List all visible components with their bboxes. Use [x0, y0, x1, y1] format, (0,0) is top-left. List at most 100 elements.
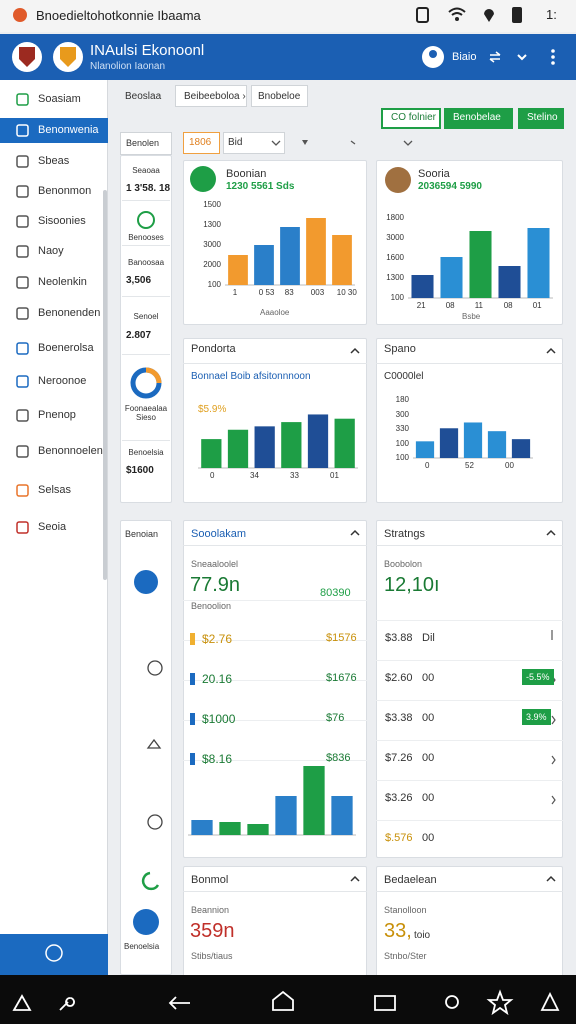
action-button[interactable]: [381, 108, 441, 129]
status-bar: [0, 0, 576, 32]
card: [376, 338, 563, 503]
sidebar-item[interactable]: Neroonoe: [38, 375, 87, 387]
row-value: 20.16: [202, 672, 233, 686]
sidebar-item[interactable]: Benonmon: [38, 185, 92, 197]
card-header-divider: [376, 363, 563, 364]
sidebar-footer[interactable]: [0, 934, 108, 975]
row-value: $1676: [326, 672, 357, 684]
tab[interactable]: Bnobeloe: [258, 91, 301, 102]
chart-footer: Aaaoloe: [260, 308, 290, 317]
x-tick-label: 1: [232, 288, 238, 297]
card-caption: Stnbo/Ster: [384, 951, 427, 961]
sidebar-item[interactable]: Benonwenia: [38, 124, 99, 136]
y-tick-label: 2000: [203, 260, 221, 269]
kpi-title: Benoian: [125, 529, 159, 539]
app-title: INAulsi Ekonoonl: [90, 42, 205, 59]
card-header-divider: [183, 545, 367, 546]
button-label[interactable]: Stelino: [527, 112, 558, 123]
tab[interactable]: Beibeeboloa ›: [184, 91, 246, 102]
kpi-label: Seaoaa: [132, 166, 160, 175]
filter-year[interactable]: 1806: [189, 137, 212, 148]
row-value: 00: [422, 712, 435, 724]
card-caption: Benoolion: [191, 601, 232, 611]
card: [183, 520, 367, 858]
x-tick-label: 01: [532, 301, 542, 310]
sidebar-item[interactable]: Seoia: [38, 521, 67, 533]
kpi-value: 1 3'58. 18: [126, 183, 171, 194]
user-name[interactable]: Biaio: [452, 51, 477, 63]
kpi-value: 2.807: [126, 330, 152, 341]
sidebar-item[interactable]: Sisoonies: [38, 215, 86, 227]
arrow-icon: [403, 140, 413, 146]
row-divider: [376, 820, 563, 821]
row-divider: [376, 660, 563, 661]
card-title: Stratngs: [384, 528, 425, 540]
year-select[interactable]: [183, 132, 220, 154]
card-label: Boobolon: [384, 559, 423, 569]
row-value: $3.38: [385, 712, 413, 724]
y-tick-label: 330: [395, 424, 409, 433]
row-value: $2.60: [385, 672, 413, 684]
sidebar-item[interactable]: Selsas: [38, 484, 72, 496]
status-title: Bnoedieltohotkonnie Ibaama: [36, 8, 201, 23]
x-tick-label: 10 30: [336, 288, 357, 297]
sidebar-item[interactable]: Benonenden: [38, 307, 101, 319]
tab[interactable]: Beoslaa: [125, 91, 162, 102]
card-value: 12,10ı: [384, 574, 440, 596]
sidebar-item[interactable]: Neolenkin: [38, 276, 87, 288]
row-value: $8.16: [202, 752, 233, 766]
card-header-divider: [183, 363, 367, 364]
filter-select[interactable]: Bid: [228, 137, 243, 148]
card-label: Stanolloon: [384, 905, 427, 915]
x-tick-label: 01: [330, 471, 339, 480]
card-header-divider: [376, 891, 563, 892]
sidebar-item[interactable]: Naoy: [38, 245, 64, 257]
row-value: $2.76: [202, 632, 233, 646]
card-value: 359n: [190, 920, 235, 942]
row-divider: [376, 700, 563, 701]
kpi-column-lower: [120, 520, 172, 975]
kpi-label: Benooses: [128, 233, 164, 242]
filter-label: Benolen: [126, 138, 160, 148]
y-tick-label: 1800: [386, 213, 404, 222]
button-label[interactable]: Benobelae: [453, 112, 501, 123]
row-divider: [183, 720, 367, 721]
row-divider: [376, 740, 563, 741]
sidebar-item[interactable]: Soasiam: [38, 93, 81, 105]
tab-button[interactable]: [251, 85, 308, 107]
card-title: Bonmol: [191, 874, 229, 886]
sidebar-item[interactable]: Pnenop: [38, 409, 76, 421]
app-subtitle: Nlanolion Iaonan: [90, 61, 166, 72]
card-title: Sooolakam: [191, 528, 247, 540]
action-button[interactable]: [444, 108, 513, 129]
sidebar-item[interactable]: Benonnoelen: [38, 445, 103, 457]
dropdown[interactable]: [223, 132, 285, 154]
sidebar-item[interactable]: Boenerolsa: [38, 342, 94, 354]
button-label[interactable]: CO folnier: [391, 112, 437, 123]
tab-button[interactable]: [175, 85, 247, 107]
card-subtitle: 2036594 5990: [418, 181, 482, 192]
kpi-divider: [122, 354, 170, 355]
x-tick-label: 83: [284, 288, 294, 297]
card-title: Boonian: [226, 168, 267, 180]
row-value: $3.26: [385, 792, 413, 804]
kpi-divider: [122, 296, 170, 297]
y-tick-label: 100: [207, 280, 221, 289]
action-button[interactable]: [518, 108, 564, 129]
chart-heading: Bonnael Boib afsitonnnoon: [191, 371, 311, 382]
kpi-label: Senoel: [133, 312, 159, 321]
sidebar-item[interactable]: Sbeas: [38, 155, 70, 167]
row-divider: [183, 640, 367, 641]
row-value: 00: [422, 752, 435, 764]
x-tick-label: 34: [250, 471, 259, 480]
card-value: 77.9n: [190, 574, 241, 596]
bottom-nav: [0, 975, 576, 1024]
row-divider: [183, 600, 367, 601]
y-tick-label: 180: [395, 395, 409, 404]
x-tick-label: 0 53: [258, 288, 275, 297]
kpi-column: [120, 155, 172, 503]
row-badge: -5.5%: [522, 669, 554, 685]
kpi-divider: [122, 440, 170, 441]
row-badge: 3.9%: [522, 709, 551, 725]
row-value: $1576: [326, 632, 357, 644]
